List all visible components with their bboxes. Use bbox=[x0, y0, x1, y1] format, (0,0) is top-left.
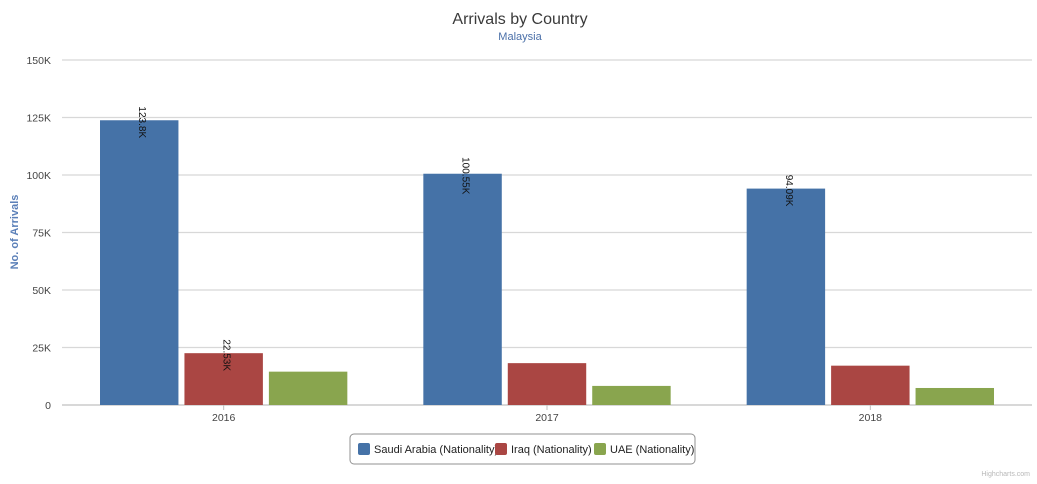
bar[interactable] bbox=[100, 120, 179, 405]
y-axis-ticks: 0 25K 50K 75K 100K 125K 150K bbox=[26, 55, 51, 412]
bar[interactable] bbox=[268, 371, 348, 405]
bar[interactable] bbox=[184, 353, 263, 405]
bar[interactable] bbox=[592, 385, 671, 405]
data-label: 94.09K bbox=[783, 175, 794, 207]
y-tick-label: 0 bbox=[45, 400, 51, 412]
y-tick-label: 50K bbox=[32, 285, 51, 297]
bar[interactable] bbox=[507, 363, 587, 405]
legend-item[interactable]: Iraq (Nationality) bbox=[495, 443, 592, 456]
legend[interactable]: Saudi Arabia (Nationality) Iraq (National… bbox=[349, 433, 696, 465]
bar[interactable] bbox=[746, 188, 826, 405]
data-label: 123.8K bbox=[136, 106, 147, 138]
x-tick-label: 2017 bbox=[535, 412, 559, 424]
y-tick-label: 100K bbox=[26, 170, 51, 182]
data-label: 100.55K bbox=[460, 157, 471, 195]
gridlines bbox=[62, 59, 1032, 406]
legend-item[interactable]: Saudi Arabia (Nationality) bbox=[358, 443, 498, 456]
legend-label: UAE (Nationality) bbox=[610, 444, 694, 456]
legend-box bbox=[349, 433, 696, 465]
data-label: 22.53K bbox=[221, 339, 232, 371]
legend-label: Saudi Arabia (Nationality) bbox=[374, 444, 498, 456]
x-tick-label: 2016 bbox=[212, 412, 236, 424]
legend-label: Iraq (Nationality) bbox=[511, 444, 592, 456]
bar[interactable] bbox=[915, 387, 994, 405]
y-tick-label: 150K bbox=[26, 55, 51, 67]
bar[interactable] bbox=[831, 365, 910, 405]
y-tick-label: 125K bbox=[26, 113, 51, 125]
credits-text[interactable]: Highcharts.com bbox=[981, 471, 1030, 478]
y-tick-label: 25K bbox=[32, 343, 51, 355]
legend-swatch bbox=[358, 443, 370, 455]
bar[interactable] bbox=[423, 173, 502, 405]
legend-swatch bbox=[594, 443, 606, 455]
chart-subtitle: Malaysia bbox=[498, 31, 542, 43]
legend-item[interactable]: UAE (Nationality) bbox=[594, 443, 694, 456]
x-tick-label: 2018 bbox=[859, 412, 883, 424]
data-labels: 123.8K 22.53K 100.55K 94.09K bbox=[136, 106, 794, 371]
y-tick-label: 75K bbox=[32, 228, 51, 240]
legend-swatch bbox=[495, 443, 507, 455]
bars bbox=[100, 120, 994, 405]
y-axis-label: No. of Arrivals bbox=[9, 195, 21, 270]
chart-title: Arrivals by Country bbox=[452, 11, 587, 28]
x-axis-ticks: 2016 2017 2018 bbox=[212, 405, 882, 424]
